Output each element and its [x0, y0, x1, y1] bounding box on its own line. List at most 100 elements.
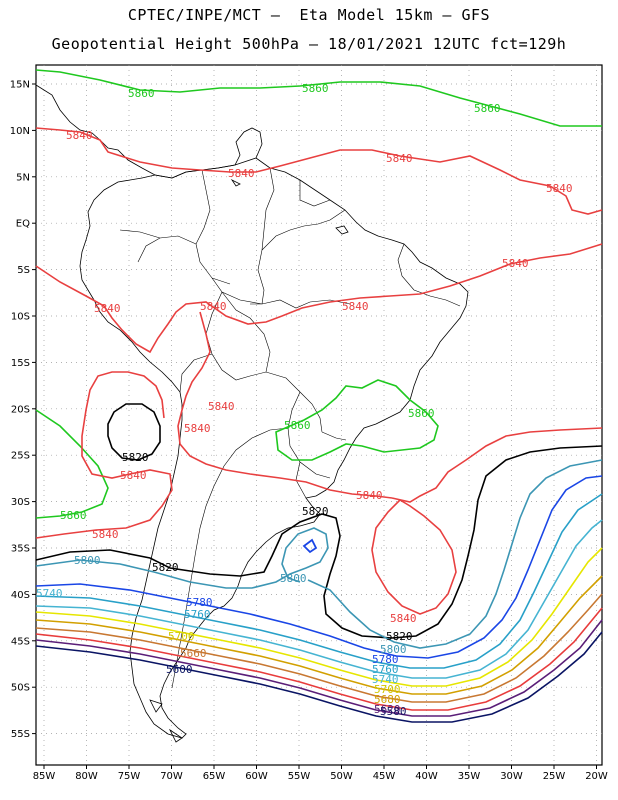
contour-label: 5840: [342, 300, 369, 313]
lat-label: 40S: [11, 590, 30, 601]
contour-label: 5740: [36, 587, 63, 600]
contour-label: 5840: [184, 422, 211, 435]
lat-label: 5S: [17, 265, 30, 276]
contour-labels: 5860 5860 5860 5860 5860 5860 5840 5840 …: [36, 82, 573, 718]
contour-label: 5740: [372, 673, 399, 686]
lon-label: 50W: [330, 771, 353, 782]
contour-label: 5860: [408, 407, 435, 420]
contour-label: 5800: [74, 554, 101, 567]
contour-label: 5580: [380, 705, 407, 718]
contour-5840-atlantic: [391, 427, 603, 503]
contour-label: 5780: [372, 653, 399, 666]
contour-5860-brazil: [275, 379, 439, 461]
contour-label: 5840: [228, 167, 255, 180]
contour-label: 5620: [374, 703, 401, 716]
contour-5620: [35, 619, 603, 717]
map-frame: [35, 64, 603, 766]
lon-label: 30W: [500, 771, 523, 782]
contour-label: 5860: [60, 509, 87, 522]
lat-label: 45S: [11, 636, 30, 647]
contour-label: 5840: [208, 400, 235, 413]
lat-label: 10S: [11, 312, 30, 323]
lon-label: 60W: [245, 771, 268, 782]
contour-5660: [35, 593, 603, 703]
islands: [149, 178, 349, 743]
contour-label: 5840: [356, 489, 383, 502]
lat-label: 5N: [16, 172, 30, 183]
contour-label: 5840: [386, 152, 413, 165]
contour-5760: [35, 493, 603, 669]
contour-5860-north: [35, 69, 602, 127]
contour-5680: [35, 575, 603, 695]
axis-ticks: [32, 83, 597, 769]
contour-label: 5820: [152, 561, 179, 574]
contour-label: 5600: [166, 663, 193, 676]
lat-label: 50S: [11, 683, 30, 694]
contour-5780: [35, 475, 603, 659]
contour-5800: [35, 459, 603, 649]
lon-label: 70W: [160, 771, 183, 782]
contour-label: 5860: [128, 87, 155, 100]
contour-label: 5840: [546, 182, 573, 195]
contour-label: 5840: [120, 469, 147, 482]
contour-label: 5800: [280, 572, 307, 585]
contour-label: 5860: [284, 419, 311, 432]
lon-label: 25W: [543, 771, 566, 782]
contour-label: 5700: [168, 630, 195, 643]
lat-label: 15N: [10, 80, 30, 91]
lat-label: EQ: [16, 219, 30, 230]
lat-label: 30S: [11, 497, 30, 508]
chart-title-line2: Geopotential Height 500hPa – 18/01/2021 …: [51, 35, 567, 53]
contour-5600: [35, 631, 603, 723]
contour-lines: [35, 69, 603, 723]
lon-label: 75W: [118, 771, 141, 782]
contour-5740: [35, 519, 603, 679]
contour-label: 5840: [92, 528, 119, 541]
lon-label: 20W: [585, 771, 608, 782]
contour-5700: [35, 547, 603, 687]
lat-label: 20S: [11, 404, 30, 415]
contour-label: 5800: [380, 643, 407, 656]
contour-5840-equator: [35, 243, 603, 354]
contour-label: 5760: [372, 663, 399, 676]
lat-lon-grid: [36, 65, 602, 765]
contour-label: 5840: [66, 129, 93, 142]
contour-5840-loop: [371, 498, 457, 615]
latitude-labels: 15N 10N 5N EQ 5S 10S 15S 20S 25S 30S 35S 40S 45S 50S 5…: [10, 80, 30, 741]
contour-5840-pacific: [35, 371, 173, 539]
contour-label: 5840: [502, 257, 529, 270]
contour-5860-pacific: [35, 409, 109, 519]
contour-5800-small: [302, 538, 318, 554]
contour-label: 5860: [302, 82, 329, 95]
lon-label: 80W: [75, 771, 98, 782]
lat-label: 55S: [11, 729, 30, 740]
lon-label: 55W: [288, 771, 311, 782]
lat-label: 10N: [10, 126, 30, 137]
contour-5820-closed-low: [107, 403, 161, 461]
longitude-labels: 85W 80W 75W 70W 65W 60W 55W 50W 45W 40W 35W 30W 25W 2…: [33, 771, 608, 782]
lon-label: 35W: [458, 771, 481, 782]
contour-label: 5700: [374, 683, 401, 696]
contour-label: 5820: [302, 505, 329, 518]
contour-label: 5840: [200, 300, 227, 313]
contour-5820-main: [35, 445, 603, 639]
contour-label: 5820: [122, 451, 149, 464]
lon-label: 65W: [203, 771, 226, 782]
contour-5840-north: [35, 127, 603, 215]
contour-5840-west: [177, 311, 393, 499]
lat-label: 25S: [11, 451, 30, 462]
lon-label: 85W: [33, 771, 56, 782]
lat-label: 15S: [11, 358, 30, 369]
lon-label: 45W: [373, 771, 396, 782]
contour-label: 5680: [374, 693, 401, 706]
chart-title-line1: CPTEC/INPE/MCT – Eta Model 15km – GFS: [127, 6, 491, 24]
contour-label: 5860: [474, 102, 501, 115]
contour-label: 5660: [180, 647, 207, 660]
contour-label: 5840: [94, 302, 121, 315]
contour-label: 5760: [184, 608, 211, 621]
contour-label: 5820: [386, 630, 413, 643]
lat-label: 35S: [11, 544, 30, 555]
contour-label: 5780: [186, 596, 213, 609]
contour-5640: [35, 607, 603, 711]
